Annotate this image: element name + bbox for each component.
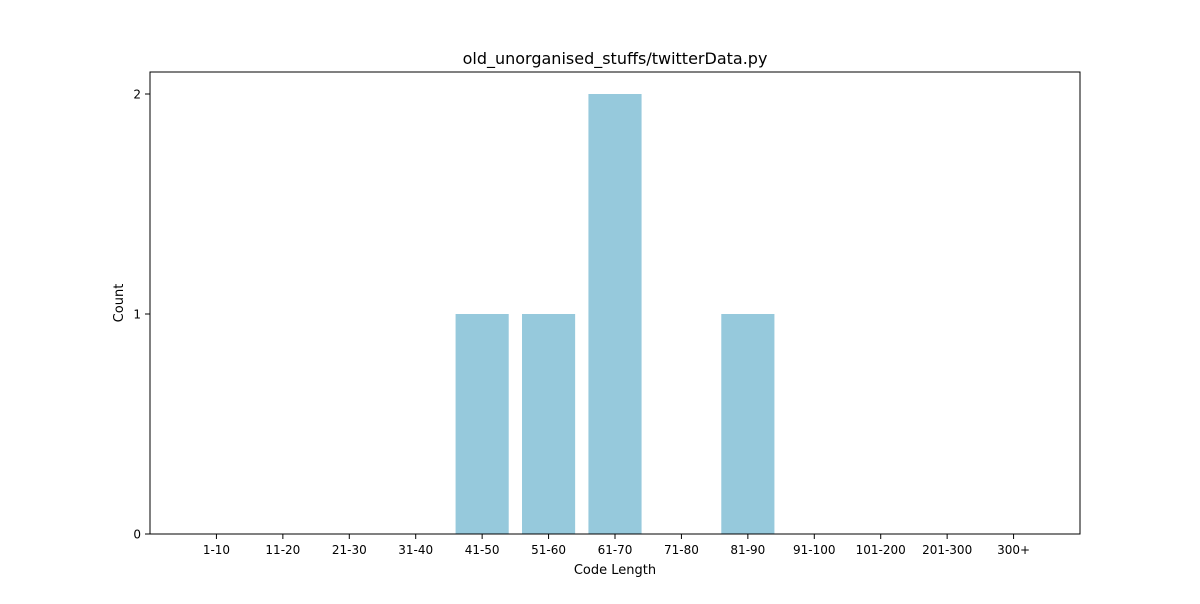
y-axis: 0 1 2: [133, 88, 150, 542]
bar-41-50: [455, 314, 509, 534]
x-tick-label: 51-60: [531, 543, 566, 557]
x-tick-label: 41-50: [465, 543, 500, 557]
y-tick-label: 1: [133, 308, 141, 322]
x-tick-label: 81-90: [730, 543, 765, 557]
x-tick-label: 11-20: [265, 543, 300, 557]
y-tick-label: 0: [133, 528, 141, 542]
chart-title: old_unorganised_stuffs/twitterData.py: [463, 49, 768, 69]
bar-61-70: [588, 94, 642, 534]
x-tick-label: 61-70: [598, 543, 633, 557]
x-tick-label: 91-100: [793, 543, 836, 557]
x-tick-label: 71-80: [664, 543, 699, 557]
x-tick-label: 300+: [997, 543, 1030, 557]
x-tick-label: 21-30: [332, 543, 367, 557]
x-tick-label: 31-40: [398, 543, 433, 557]
y-axis-label: Count: [112, 284, 127, 323]
x-tick-label: 201-300: [922, 543, 972, 557]
bar-81-90: [721, 314, 775, 534]
x-tick-label: 101-200: [856, 543, 906, 557]
bar-51-60: [522, 314, 576, 534]
y-tick-label: 2: [133, 88, 141, 102]
bars-layer: [455, 94, 775, 534]
x-axis-label: Code Length: [574, 563, 656, 578]
x-axis: 1-10 11-20 21-30 31-40 41-50 51-60 61-70 71-80 8…: [203, 534, 1030, 557]
x-tick-label: 1-10: [203, 543, 230, 557]
